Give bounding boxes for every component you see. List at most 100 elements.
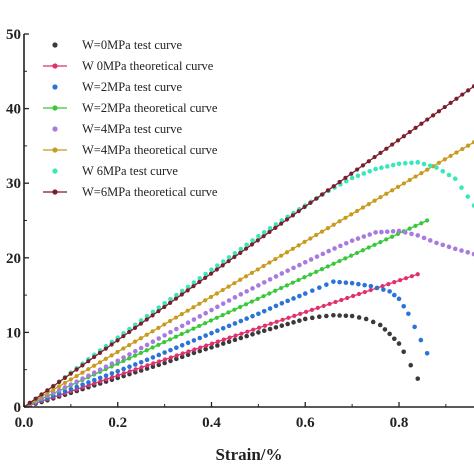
series-7-point — [162, 304, 167, 310]
series-7-point — [378, 150, 383, 155]
series-4-point — [314, 254, 320, 259]
series-3-point — [127, 356, 132, 361]
series-4-point — [138, 345, 144, 351]
series-7-point — [325, 188, 330, 193]
series-4-point — [396, 228, 402, 234]
series-7-point — [337, 179, 342, 185]
series-0-point — [191, 350, 197, 356]
series-2-point — [185, 340, 191, 346]
series-2-point — [156, 352, 162, 358]
series-0-point — [392, 336, 397, 342]
series-0-point — [220, 341, 226, 346]
series-5-point — [448, 153, 453, 159]
series-1-point — [415, 272, 420, 277]
series-7-point — [308, 200, 313, 205]
legend-label: W=2MPa theoretical curve — [82, 101, 218, 115]
series-3-point — [419, 221, 424, 226]
series-5-point — [290, 246, 295, 251]
series-6-point — [421, 161, 427, 167]
legend-label: W=2MPa test curve — [82, 80, 183, 94]
series-4-point — [297, 262, 302, 268]
series-7-point — [355, 167, 360, 172]
series-3-point — [413, 223, 418, 229]
series-5-point — [466, 143, 471, 148]
series-3-point — [389, 234, 395, 239]
series-3-point — [162, 340, 167, 345]
x-tick-label: 0.6 — [296, 415, 315, 431]
series-7-point — [144, 317, 149, 322]
series-6-point — [203, 271, 208, 277]
series-5-point — [413, 174, 418, 179]
series-3-point — [179, 331, 184, 337]
series-7-point — [395, 138, 401, 143]
series-0-point — [144, 366, 150, 371]
series-4-point — [156, 336, 162, 341]
x-tick-label: 0.8 — [390, 415, 409, 431]
series-2-point — [168, 347, 173, 353]
series-6-point — [379, 165, 384, 171]
series-7-point — [203, 275, 208, 280]
series-0-point — [291, 320, 296, 325]
series-6-point — [261, 229, 267, 235]
series-2-point — [256, 311, 261, 317]
series-7-point — [343, 175, 348, 180]
series-1-point — [121, 371, 127, 376]
series-3-point — [226, 310, 231, 315]
series-3-point — [255, 296, 260, 301]
series-5-point — [314, 232, 319, 238]
series-7-point — [331, 184, 336, 189]
series-0-point — [324, 313, 329, 319]
series-7-point — [109, 342, 114, 347]
series-4-point — [302, 259, 308, 265]
series-3-point — [191, 326, 196, 331]
series-2-point — [374, 285, 380, 291]
series-5-point — [168, 318, 173, 324]
series-0-point — [343, 313, 349, 319]
series-1-point — [292, 313, 297, 318]
series-1-point — [162, 357, 168, 362]
series-5-point — [226, 284, 231, 289]
series-7-point — [80, 363, 85, 368]
series-5-point — [109, 353, 114, 358]
series-4-point — [115, 358, 121, 364]
series-3-point — [214, 315, 219, 320]
series-6-point — [273, 222, 279, 227]
series-4-point — [226, 298, 232, 303]
series-7-point — [168, 300, 173, 305]
series-7-point — [273, 225, 278, 230]
series-4-point — [168, 329, 173, 335]
series-6-point — [452, 176, 458, 182]
axes: 0 10 20 30 40 50 0.0 0.2 0.4 0.6 0.8 Strain/% — [6, 27, 474, 464]
series-7-point — [74, 367, 79, 372]
series-6-point — [209, 267, 214, 273]
series-1-point — [386, 282, 391, 287]
series-0-point — [203, 346, 208, 352]
series-2-point — [331, 279, 336, 284]
series-6-point — [373, 166, 378, 172]
series-4-point — [261, 280, 267, 285]
series-4-point — [238, 292, 244, 297]
series-7-point — [442, 104, 447, 110]
series-2-point — [317, 285, 322, 290]
series-3-point — [232, 307, 237, 312]
series-5-point — [150, 329, 155, 334]
series-5-point — [173, 315, 179, 320]
series-1-point — [139, 365, 144, 370]
series-4-point — [361, 234, 367, 239]
series-2-point — [174, 345, 179, 350]
series-6-point — [250, 238, 255, 243]
x-tick-label: 0.0 — [15, 415, 34, 431]
series-2-point — [115, 368, 121, 374]
series-1-point — [251, 327, 256, 332]
series-6-point — [402, 161, 408, 166]
series-3-point — [337, 258, 342, 264]
series-4-point — [308, 257, 314, 262]
series-1-point — [174, 353, 179, 358]
series-7-point — [86, 359, 91, 364]
series-1-point — [298, 311, 303, 316]
series-0-point — [382, 327, 388, 332]
series-6-point — [168, 296, 173, 302]
legend-marker — [52, 189, 58, 195]
series-7-point — [430, 113, 436, 118]
series-6-point — [238, 246, 244, 252]
